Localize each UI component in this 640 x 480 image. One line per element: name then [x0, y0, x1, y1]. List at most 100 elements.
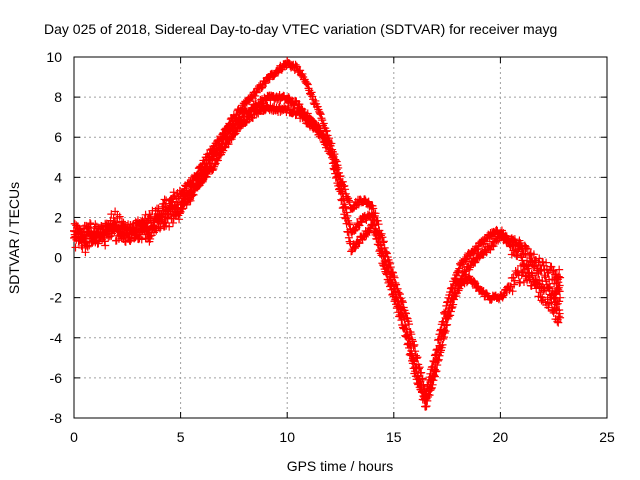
data-point-marker — [540, 284, 549, 293]
data-point-marker — [391, 295, 400, 304]
data-point-marker — [406, 349, 415, 358]
data-point-marker — [284, 93, 293, 102]
data-point-marker — [529, 250, 538, 259]
y-tick-label: 4 — [54, 169, 62, 185]
data-point-marker — [217, 148, 226, 157]
data-point-marker — [402, 332, 411, 341]
data-point-marker — [317, 114, 326, 123]
data-point-marker — [212, 155, 221, 164]
data-point-marker — [412, 375, 421, 384]
data-point-marker — [376, 249, 385, 258]
data-point-marker — [411, 367, 420, 376]
grid-layer — [74, 57, 607, 418]
x-tick-label: 0 — [70, 429, 78, 445]
marker-layer — [70, 57, 565, 411]
data-point-marker — [178, 205, 187, 214]
data-point-marker — [389, 268, 398, 277]
data-point-marker — [125, 236, 134, 245]
data-point-marker — [433, 361, 442, 370]
data-point-marker — [413, 379, 422, 388]
y-tick-label: -8 — [50, 410, 63, 426]
data-point-marker — [453, 268, 462, 277]
data-point-marker — [71, 243, 80, 252]
data-point-marker — [117, 217, 126, 226]
data-point-marker — [369, 204, 378, 213]
x-tick-label: 5 — [177, 429, 185, 445]
data-point-marker — [83, 242, 92, 251]
data-point-marker — [344, 196, 353, 205]
x-tick-label: 10 — [279, 429, 295, 445]
data-point-marker — [329, 164, 338, 173]
data-point-marker — [423, 396, 432, 405]
data-point-marker — [166, 207, 175, 216]
y-tick-label: -6 — [50, 370, 63, 386]
data-point-marker — [127, 235, 136, 244]
data-point-marker — [397, 316, 406, 325]
y-tick-label: 10 — [46, 49, 62, 65]
data-point-marker — [157, 215, 166, 224]
data-point-marker — [319, 119, 328, 128]
data-point-marker — [143, 229, 152, 238]
data-point-marker — [440, 328, 449, 337]
data-point-marker — [330, 165, 339, 174]
data-point-marker — [326, 149, 335, 158]
data-point-marker — [368, 220, 377, 229]
data-point-marker — [302, 79, 311, 88]
data-point-marker — [81, 248, 90, 257]
data-point-marker — [429, 376, 438, 385]
data-point-marker — [524, 272, 533, 281]
data-point-marker — [510, 240, 519, 249]
data-point-marker — [137, 235, 146, 244]
data-point-marker — [118, 221, 127, 230]
data-point-marker — [398, 323, 407, 332]
data-point-marker — [341, 213, 350, 222]
data-point-marker — [554, 272, 563, 281]
data-point-marker — [169, 188, 178, 197]
plot-frame — [73, 56, 608, 419]
data-point-marker — [542, 258, 551, 267]
data-point-marker — [178, 204, 187, 213]
y-tick-label: 2 — [54, 209, 62, 225]
data-point-marker — [291, 60, 300, 69]
data-point-marker — [135, 218, 144, 227]
data-point-marker — [542, 286, 551, 295]
data-point-marker — [140, 219, 149, 228]
data-point-marker — [332, 172, 341, 181]
data-point-marker — [533, 279, 542, 288]
data-point-marker — [133, 227, 142, 236]
data-point-marker — [546, 293, 555, 302]
data-point-marker — [441, 327, 450, 336]
data-point-marker — [530, 262, 539, 271]
data-point-marker — [110, 217, 119, 226]
data-point-marker — [446, 307, 455, 316]
data-point-marker — [96, 233, 105, 242]
data-point-marker — [447, 304, 456, 313]
data-point-marker — [369, 221, 378, 230]
data-point-marker — [143, 230, 152, 239]
data-point-marker — [400, 324, 409, 333]
data-point-marker — [556, 293, 565, 302]
data-point-marker — [368, 211, 377, 220]
data-point-marker — [392, 304, 401, 313]
data-point-marker — [515, 278, 524, 287]
data-point-marker — [547, 298, 556, 307]
data-point-marker — [168, 218, 177, 227]
data-point-marker — [455, 264, 464, 273]
data-point-marker — [382, 269, 391, 278]
data-point-marker — [395, 310, 404, 319]
data-point-marker — [435, 351, 444, 360]
data-point-marker — [88, 230, 97, 239]
data-point-marker — [377, 251, 386, 260]
data-point-marker — [224, 140, 233, 149]
data-point-marker — [535, 288, 544, 297]
data-point-marker — [510, 276, 519, 285]
data-point-marker — [454, 286, 463, 295]
data-point-marker — [443, 320, 452, 329]
data-point-marker — [82, 241, 91, 250]
data-point-marker — [189, 190, 198, 199]
data-point-marker — [344, 233, 353, 242]
data-point-marker — [405, 343, 414, 352]
data-point-marker — [261, 79, 270, 88]
data-point-marker — [357, 218, 366, 227]
data-point-marker — [344, 228, 353, 237]
